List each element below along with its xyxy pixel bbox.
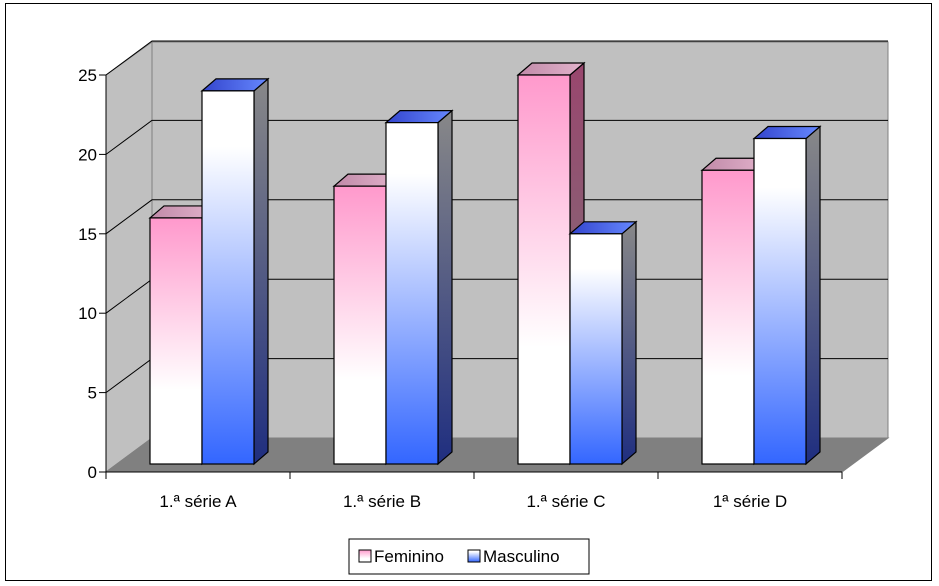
gridline [105, 40, 888, 76]
bar-front-face [201, 90, 255, 465]
bar-masculino [200, 77, 270, 466]
x-category-label: 1ª série D [713, 492, 787, 511]
y-tick-labels: 0 5 10 15 20 25 [78, 66, 97, 482]
x-category-label: 1.ª série C [526, 492, 605, 511]
bar-side-face [253, 77, 269, 466]
gridline [105, 119, 888, 155]
side-wall [105, 41, 153, 473]
bar-side-face [437, 109, 453, 466]
bar-side-face [621, 220, 637, 466]
legend-swatch-feminino [358, 549, 372, 563]
bar-masculino [568, 220, 638, 466]
bar-front-face [701, 169, 755, 465]
y-tick-label: 25 [78, 66, 97, 85]
x-category-labels: 1.ª série A 1.ª série B 1.ª série C 1ª s… [159, 492, 787, 511]
bar-front-face [517, 74, 571, 465]
bar-front-face [149, 217, 203, 465]
bar-feminino [516, 61, 586, 466]
bar-front-face [333, 185, 387, 465]
bar-front-face [385, 122, 439, 465]
y-tick-label: 0 [88, 463, 97, 482]
x-category-label: 1.ª série B [343, 492, 421, 511]
legend-label-feminino: Feminino [374, 547, 444, 566]
x-ticks [105, 472, 843, 479]
legend-swatch-masculino [467, 549, 481, 563]
legend-label-masculino: Masculino [483, 547, 560, 566]
bar-front-face [753, 137, 807, 465]
gridline [105, 199, 888, 235]
y-ticks [99, 74, 106, 473]
bar-masculino [384, 109, 454, 466]
bars [148, 61, 822, 466]
bar-front-face [569, 233, 623, 465]
x-category-label: 1.ª série A [159, 492, 237, 511]
y-tick-label: 5 [88, 384, 97, 403]
bar-side-face [805, 125, 821, 466]
y-tick-label: 10 [78, 304, 97, 323]
y-tick-label: 15 [78, 225, 97, 244]
y-tick-label: 20 [78, 145, 97, 164]
bar-masculino [752, 125, 822, 466]
